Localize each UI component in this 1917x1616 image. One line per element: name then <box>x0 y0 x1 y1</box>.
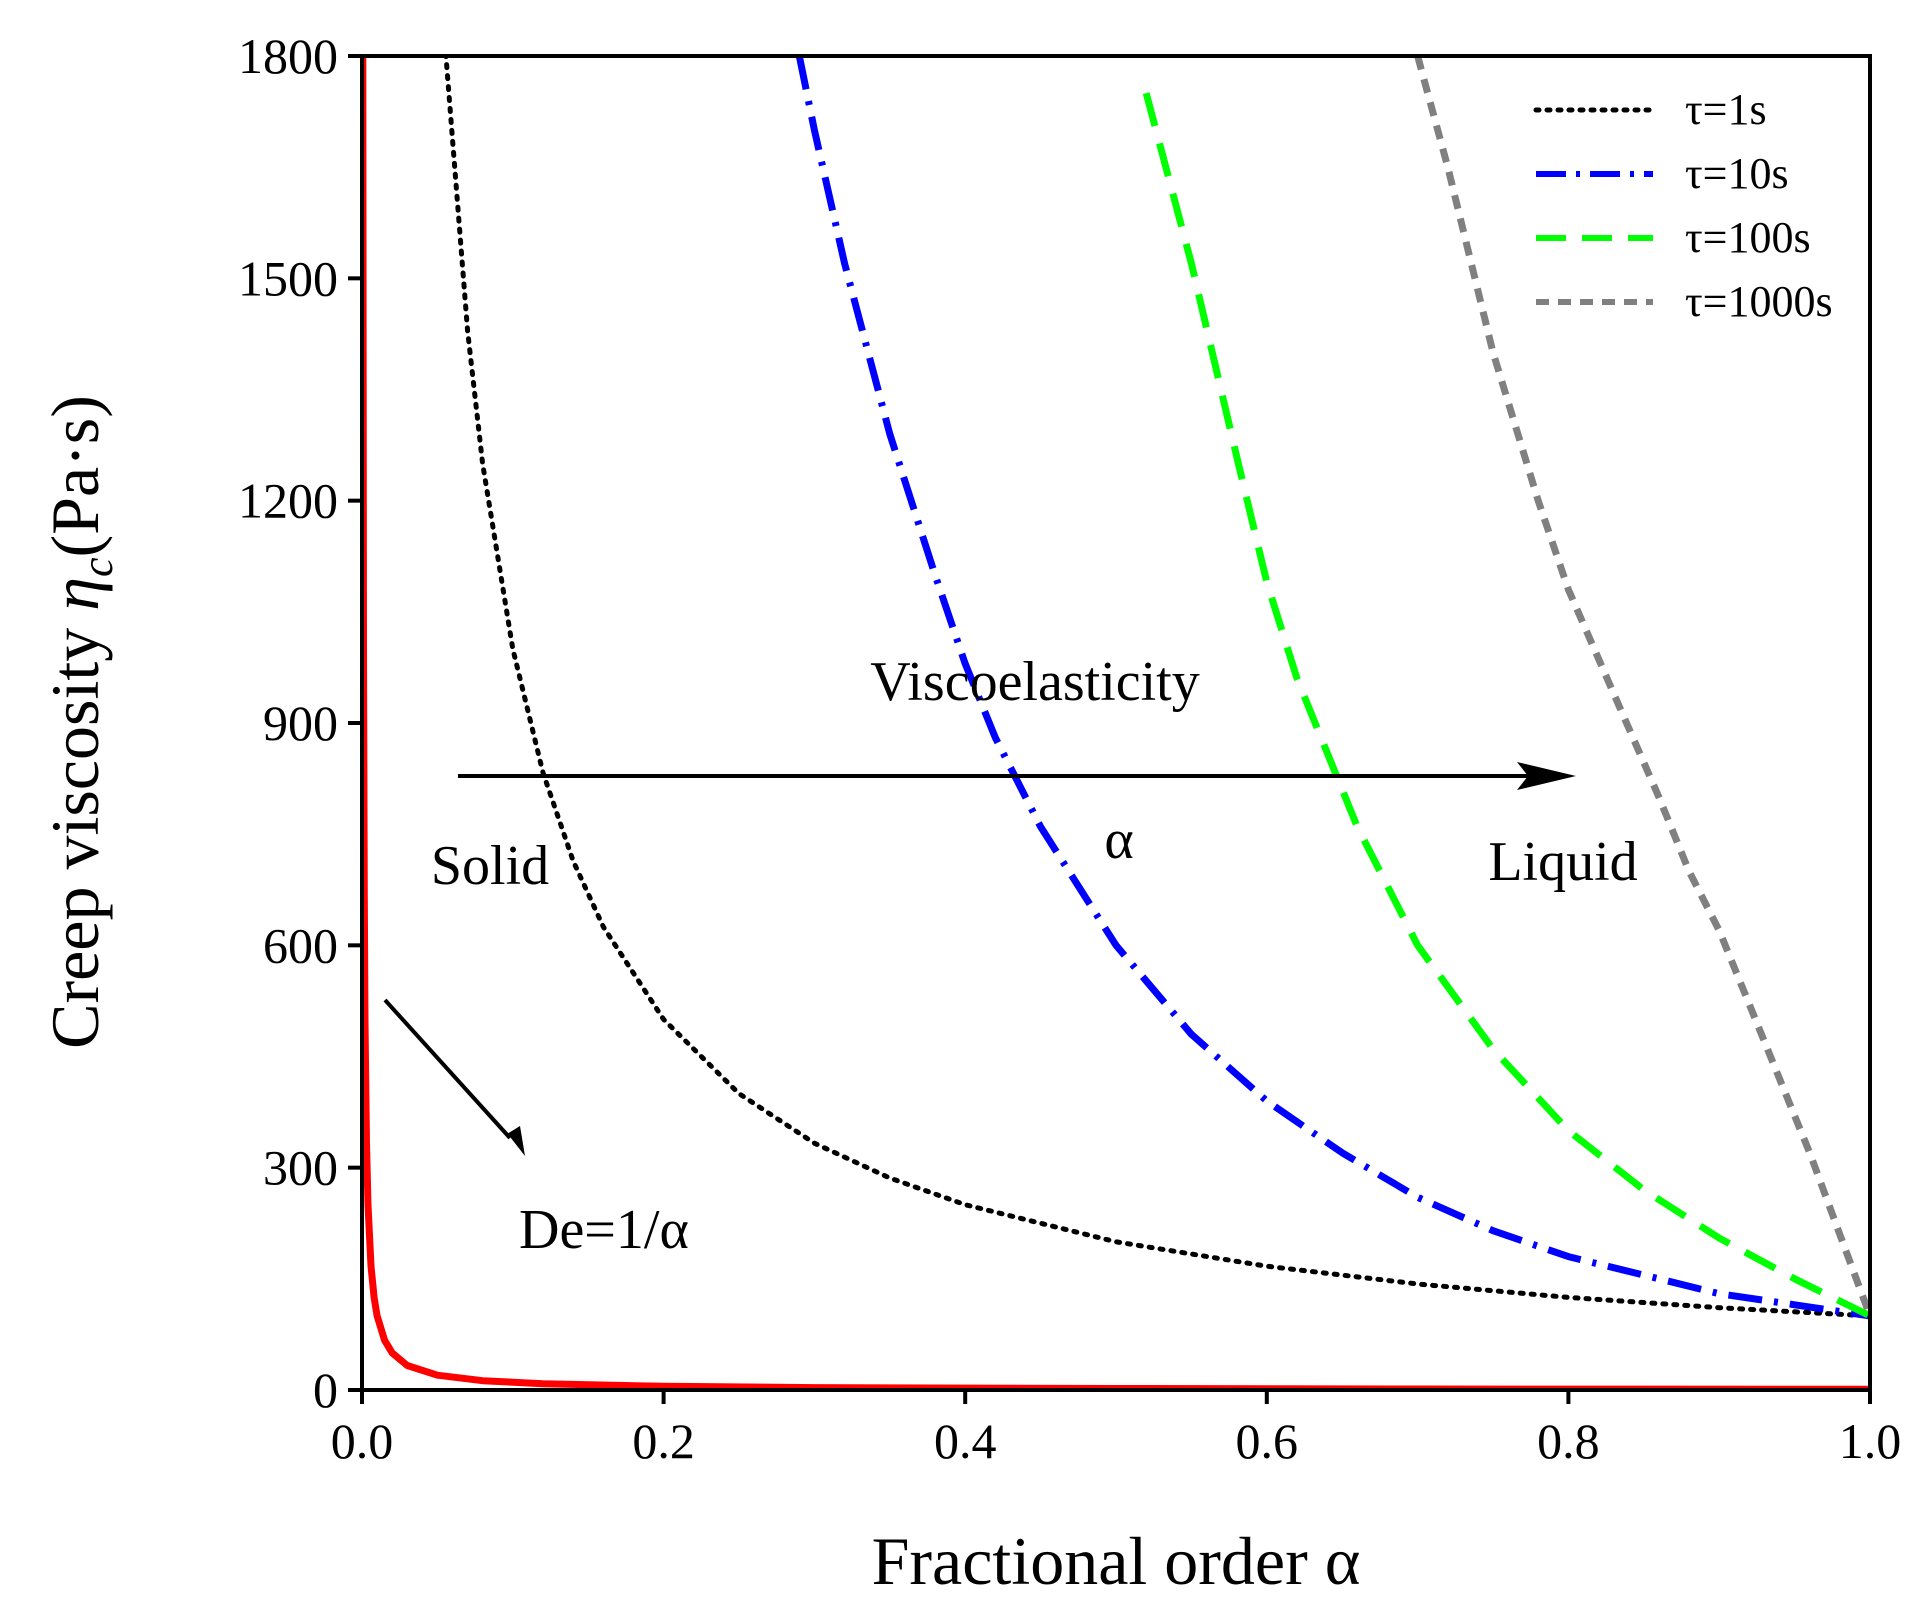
x-tick-label: 0.2 <box>632 1413 695 1469</box>
annotation-alpha: α <box>1104 809 1133 871</box>
y-axis-title-unit: (Pa·s) <box>37 395 113 557</box>
svg-text:τ=1s: τ=1s <box>1685 85 1767 134</box>
svg-text:τ=100s: τ=100s <box>1685 213 1811 262</box>
legend-entry-tau-100s: τ=100s <box>1536 213 1811 262</box>
ticks-layer: 0.0 0.2 0.4 0.6 0.8 1.0 0 300 600 900 1200 1500 1800 <box>238 28 1901 1469</box>
y-tick-label: 1200 <box>238 473 338 529</box>
y-axis-title-symbol: η <box>37 577 113 611</box>
annotation-liquid: Liquid <box>1488 831 1637 893</box>
y-tick-label: 1800 <box>238 28 338 84</box>
y-tick-label: 600 <box>263 917 338 973</box>
series-line--100s <box>1142 92 1870 1320</box>
svg-text:τ=1000s: τ=1000s <box>1685 277 1833 326</box>
annotation-solid: Solid <box>431 835 549 897</box>
y-axis-title: Creep viscosity ηc(Pa·s) <box>37 395 122 1049</box>
y-tick-label: 300 <box>263 1140 338 1196</box>
annotation-arrow-right <box>458 762 1576 790</box>
y-tick-label: 0 <box>313 1362 338 1418</box>
series-layer <box>362 56 1870 1390</box>
series-line-de-1- <box>362 56 1870 1390</box>
y-tick-label: 1500 <box>238 250 338 306</box>
legend: τ=1s τ=10s τ=100s τ=1000s <box>1533 85 1833 326</box>
legend-entry-tau-1000s: τ=1000s <box>1536 277 1833 326</box>
annotation-arrow-de <box>383 998 525 1156</box>
x-tick-label: 0.0 <box>331 1413 394 1469</box>
y-axis-title-main: Creep viscosity <box>37 611 113 1049</box>
plot-frame <box>360 54 1872 1392</box>
annotation-de: De=1/α <box>519 1199 689 1261</box>
svg-text:τ=10s: τ=10s <box>1685 149 1789 198</box>
annotation-viscoelasticity: Viscoelasticity <box>870 651 1199 713</box>
series-line--1s <box>443 56 1870 1319</box>
x-tick-label: 0.8 <box>1537 1413 1600 1469</box>
legend-entry-tau-10s: τ=10s <box>1536 149 1789 198</box>
series-line--10s <box>795 56 1870 1320</box>
y-tick-label: 900 <box>263 695 338 751</box>
x-tick-label: 1.0 <box>1839 1413 1902 1469</box>
x-tick-label: 0.4 <box>934 1413 997 1469</box>
x-axis-title: Fractional order α <box>872 1523 1361 1599</box>
series-line--1000s <box>1414 56 1870 1318</box>
legend-entry-tau-1s: τ=1s <box>1533 85 1767 134</box>
y-axis-title-subscript: c <box>73 557 122 577</box>
x-tick-label: 0.6 <box>1236 1413 1299 1469</box>
